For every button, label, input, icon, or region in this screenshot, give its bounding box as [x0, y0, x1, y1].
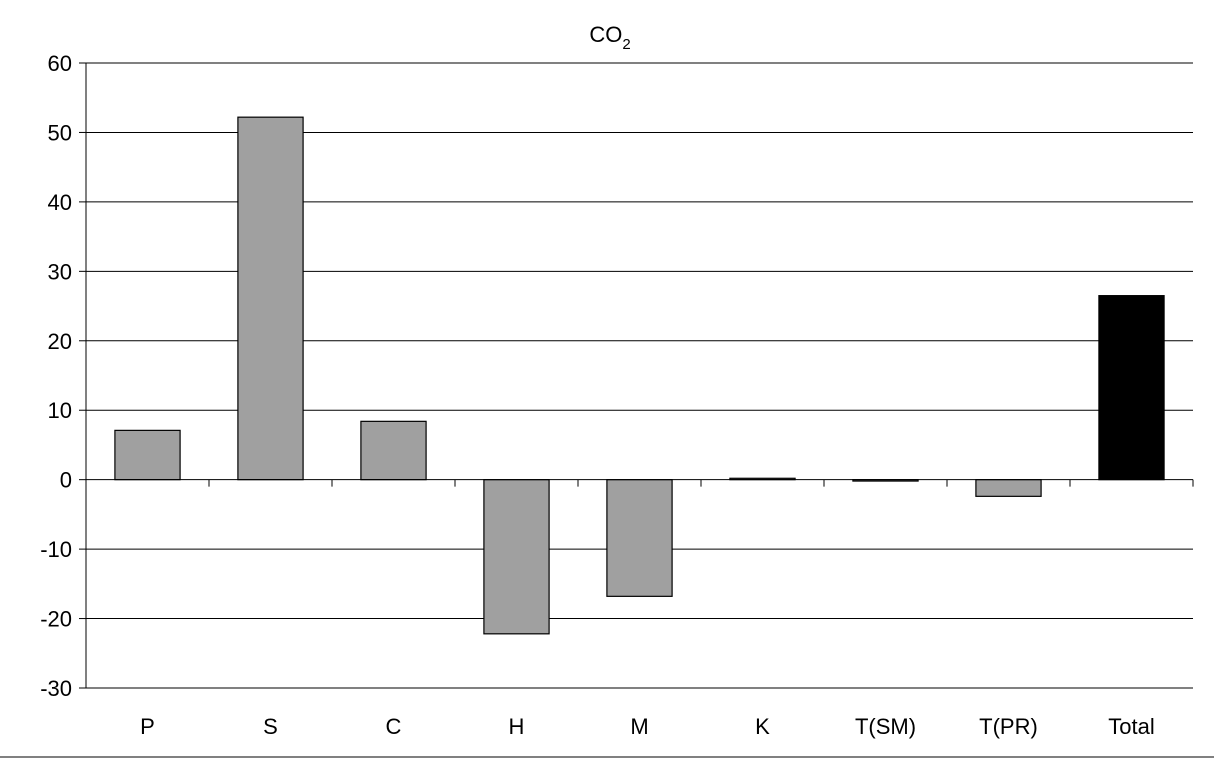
y-tick-label: -20 — [40, 607, 72, 632]
bar-p — [114, 429, 181, 481]
x-tick-label: Total — [1108, 714, 1154, 739]
x-tick-label: K — [755, 714, 770, 739]
chart-title-subscript: 2 — [622, 36, 630, 53]
bar-c — [360, 420, 427, 481]
y-tick-label: 0 — [60, 468, 72, 493]
y-tick-label: 60 — [48, 51, 72, 76]
x-tick-label: S — [263, 714, 278, 739]
y-tick-label: 10 — [48, 398, 72, 423]
y-tick-label: -10 — [40, 537, 72, 562]
y-tick-label: 50 — [48, 120, 72, 145]
y-tick-labels: 60 50 40 30 20 10 0 -10 -20 -30 — [40, 51, 72, 701]
x-tick-labels: P S C H M K T(SM) T(PR) Total — [140, 714, 1155, 739]
bar-s — [237, 116, 304, 481]
x-tick-label: M — [630, 714, 648, 739]
bar-h — [483, 479, 550, 635]
y-tick-label: -30 — [40, 676, 72, 701]
x-tick-label: T(SM) — [855, 714, 916, 739]
bar-total — [1098, 295, 1165, 481]
x-tick-label: P — [140, 714, 155, 739]
x-tick-label: H — [509, 714, 525, 739]
x-tick-label: C — [386, 714, 402, 739]
bar-t-pr — [975, 479, 1042, 497]
y-tick-label: 20 — [48, 329, 72, 354]
bars — [114, 116, 1165, 635]
bar-m — [606, 479, 673, 597]
chart-title-main: CO — [589, 22, 622, 47]
chart-title: CO2 — [589, 22, 630, 53]
y-tick-label: 30 — [48, 259, 72, 284]
y-tick-label: 40 — [48, 190, 72, 215]
x-tick-label: T(PR) — [979, 714, 1038, 739]
axes — [79, 62, 1194, 689]
